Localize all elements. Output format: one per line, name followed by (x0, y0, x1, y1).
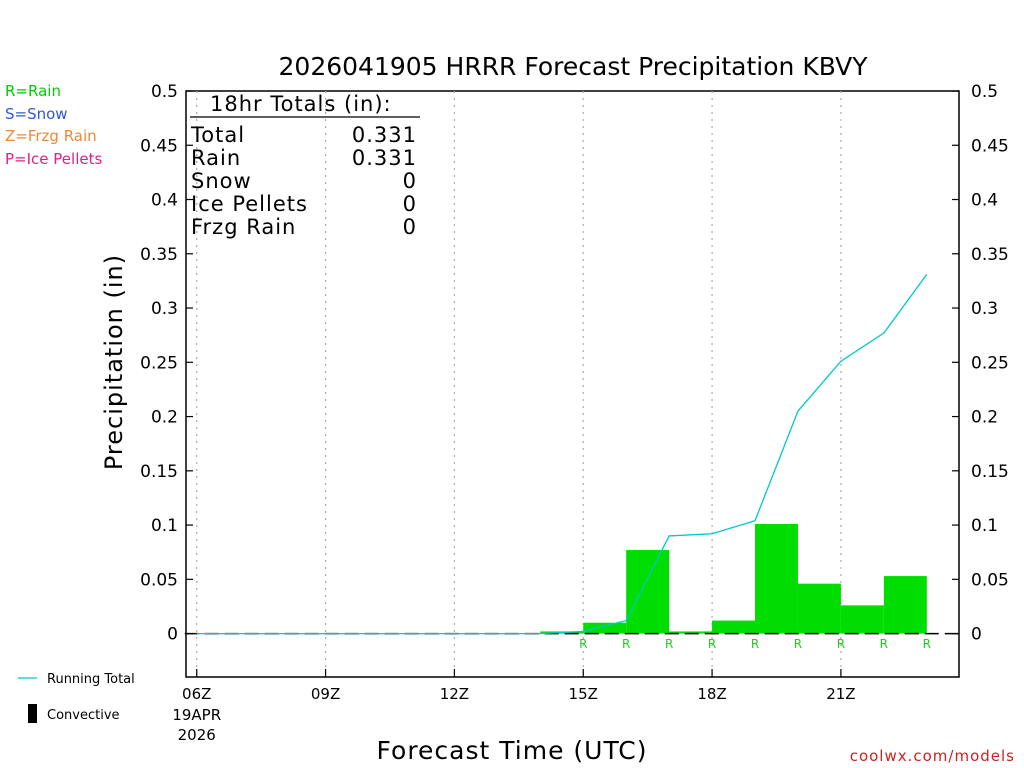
y-tick-label-right: 0.2 (971, 408, 998, 428)
totals-row-value: 0 (403, 169, 417, 193)
y-tick-label-left: 0.3 (151, 299, 178, 319)
ptype-legend-ice-pellets: P=Ice Pellets (5, 150, 102, 168)
y-tick-label-right: 0.35 (971, 245, 1009, 265)
ptype-marker: R (708, 637, 716, 651)
vertical-grid (196, 91, 842, 677)
totals-box: 18hr Totals (in): Total 0.331 Rain 0.331… (190, 92, 420, 239)
ptype-legend-rain: R=Rain (5, 82, 61, 100)
totals-row-label: Rain (191, 146, 241, 170)
totals-row-label: Ice Pellets (191, 192, 308, 216)
y-tick-label-left: 0.5 (151, 82, 178, 102)
x-tick-label: 09Z (311, 685, 340, 703)
ptype-marker: R (751, 637, 759, 651)
totals-row-label: Total (190, 123, 245, 147)
y-tick-label-right: 0.45 (971, 136, 1009, 156)
y-tick-label-left: 0 (167, 625, 178, 645)
precip-bar (626, 550, 670, 634)
y-tick-label-right: 0.1 (971, 516, 998, 536)
y-tick-label-right: 0 (971, 625, 982, 645)
convective-swatch (28, 704, 37, 723)
running-total-polyline (196, 274, 928, 635)
running-total-legend-label: Running Total (47, 672, 135, 687)
x-ticks: 06Z 19APR 2026 09Z 12Z 15Z 18Z 21Z (172, 669, 856, 744)
precip-bars (540, 523, 927, 634)
ptype-marker: R (665, 637, 673, 651)
running-total-line (196, 274, 928, 635)
totals-header: 18hr Totals (in): (210, 92, 392, 116)
totals-row-label: Snow (191, 169, 252, 193)
ptype-marker: R (880, 637, 888, 651)
x-axis-label: Forecast Time (UTC) (377, 736, 648, 765)
totals-row-value: 0.331 (352, 146, 417, 170)
y-tick-label-left: 0.05 (140, 570, 178, 590)
ptype-legend-frzg-rain: Z=Frzg Rain (5, 127, 97, 145)
ptype-legend: R=Rain S=Snow Z=Frzg Rain P=Ice Pellets (5, 82, 102, 168)
y-tick-label-left: 0.2 (151, 408, 178, 428)
y-tick-label-right: 0.15 (971, 462, 1009, 482)
ptype-marker: R (622, 637, 630, 651)
x-tick-label: 06Z (182, 685, 211, 703)
y-tick-label-right: 0.4 (971, 191, 998, 211)
y-tick-label-left: 0.35 (140, 245, 178, 265)
y-ticks: 0 00.05 0.050.1 0.10.15 0.150.2 0.20.25 0.250.… (140, 82, 1009, 645)
x-tick-label: 21Z (826, 685, 855, 703)
y-tick-label-left: 0.15 (140, 462, 178, 482)
plot-frame (185, 90, 960, 678)
x-tick-label: 15Z (569, 685, 598, 703)
y-tick-label-left: 0.4 (151, 191, 178, 211)
y-tick-label-right: 0.05 (971, 570, 1009, 590)
precip-bar (583, 622, 627, 634)
x-tick-year: 2026 (178, 726, 216, 744)
chart-title: 2026041905 HRRR Forecast Precipitation K… (279, 52, 869, 81)
y-tick-label-left: 0.1 (151, 516, 178, 536)
y-tick-label-left: 0.45 (140, 136, 178, 156)
x-tick-label: 12Z (440, 685, 469, 703)
precip-bar (840, 605, 884, 634)
convective-legend-label: Convective (47, 708, 120, 723)
x-tick-date: 19APR (172, 706, 221, 724)
ptype-marker: R (837, 637, 845, 651)
totals-row-value: 0.331 (352, 123, 417, 147)
totals-row-label: Frzg Rain (191, 215, 296, 239)
y-tick-label-right: 0.5 (971, 82, 998, 102)
precip-bar (797, 583, 841, 634)
y-tick-label-left: 0.25 (140, 353, 178, 373)
ptype-marker: R (579, 637, 587, 651)
totals-row-value: 0 (403, 192, 417, 216)
precip-bar (755, 523, 798, 634)
credit-text: coolwx.com/models (850, 747, 1015, 765)
x-tick-label: 18Z (697, 685, 726, 703)
ptype-marker: R (923, 637, 931, 651)
ptype-legend-snow: S=Snow (5, 105, 68, 123)
line-legend: Running Total Convective (18, 672, 135, 723)
precip-bar (669, 631, 713, 634)
precip-bar (883, 576, 927, 634)
y-axis-label: Precipitation (in) (100, 254, 128, 470)
ptype-marker: R (794, 637, 802, 651)
y-tick-label-right: 0.3 (971, 299, 998, 319)
y-tick-label-right: 0.25 (971, 353, 1009, 373)
totals-row-value: 0 (403, 215, 417, 239)
precip-bar (712, 620, 756, 634)
